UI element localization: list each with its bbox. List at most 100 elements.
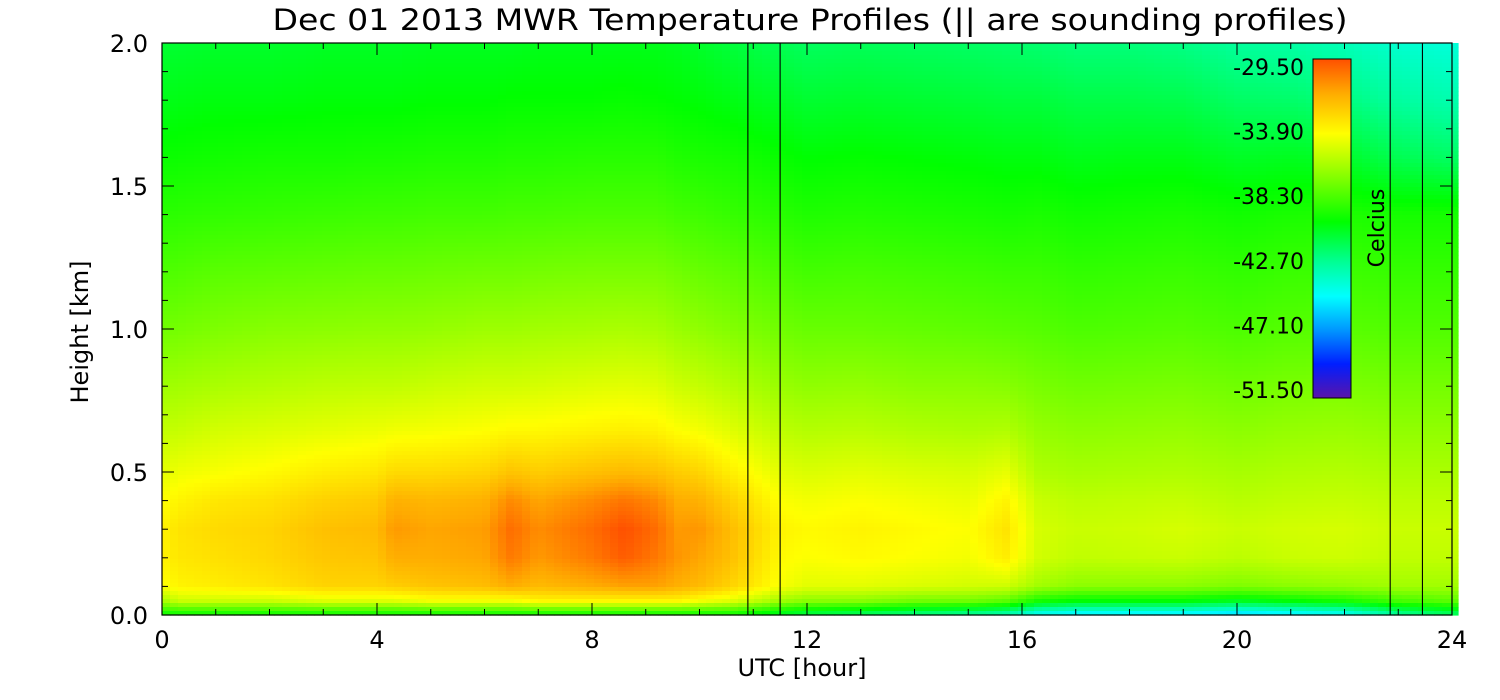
heatmap-cell <box>1258 75 1267 80</box>
heatmap-cell <box>746 83 755 88</box>
heatmap-cell <box>858 75 867 80</box>
heatmap-cell <box>346 163 355 168</box>
heatmap-cell <box>514 51 523 56</box>
heatmap-cell <box>338 151 347 156</box>
heatmap-cell <box>746 139 755 144</box>
heatmap-cell <box>258 159 267 164</box>
heatmap-cell <box>330 95 339 100</box>
heatmap-cell <box>1146 63 1155 68</box>
heatmap-cell <box>562 91 571 96</box>
heatmap-cell <box>922 75 931 80</box>
heatmap-cell <box>354 151 363 156</box>
heatmap-cell <box>1290 67 1299 72</box>
heatmap-cell <box>738 119 747 124</box>
heatmap-cell <box>354 155 363 160</box>
heatmap-cell <box>418 163 427 168</box>
heatmap-cell <box>690 163 699 168</box>
heatmap-cell <box>242 143 251 148</box>
heatmap-cell <box>1266 143 1275 148</box>
heatmap-cell <box>402 107 411 112</box>
heatmap-cell <box>458 79 467 84</box>
heatmap-cell <box>858 147 867 152</box>
heatmap-cell <box>1426 59 1435 64</box>
heatmap-cell <box>882 95 891 100</box>
heatmap-cell <box>722 91 731 96</box>
heatmap-cell <box>1082 47 1091 52</box>
heatmap-cell <box>1402 103 1411 108</box>
heatmap-cell <box>842 107 851 112</box>
heatmap-cell <box>626 91 635 96</box>
heatmap-cell <box>490 159 499 164</box>
heatmap-cell <box>1058 67 1067 72</box>
heatmap-cell <box>426 63 435 68</box>
heatmap-cell <box>1426 151 1435 156</box>
heatmap-cell <box>1442 111 1451 116</box>
heatmap-cell <box>474 95 483 100</box>
heatmap-cell <box>602 91 611 96</box>
heatmap-cell <box>674 95 683 100</box>
heatmap-cell <box>714 87 723 92</box>
heatmap-cell <box>786 115 795 120</box>
heatmap-cell <box>282 83 291 88</box>
heatmap-cell <box>1290 59 1299 64</box>
heatmap-cell <box>786 143 795 148</box>
heatmap-cell <box>1362 87 1371 92</box>
heatmap-cell <box>346 115 355 120</box>
heatmap-cell <box>538 143 547 148</box>
heatmap-cell <box>578 67 587 72</box>
heatmap-cell <box>1362 139 1371 144</box>
heatmap-cell <box>666 111 675 116</box>
heatmap-cell <box>1282 139 1291 144</box>
heatmap-cell <box>226 155 235 160</box>
heatmap-cell <box>354 87 363 92</box>
heatmap-cell <box>666 55 675 60</box>
heatmap-cell <box>282 159 291 164</box>
heatmap-cell <box>1234 127 1243 132</box>
heatmap-cell <box>1394 123 1403 128</box>
heatmap-cell <box>810 95 819 100</box>
heatmap-cell <box>482 127 491 132</box>
heatmap-cell <box>1090 63 1099 68</box>
heatmap-cell <box>1290 119 1299 124</box>
heatmap-cell <box>394 83 403 88</box>
heatmap-cell <box>786 79 795 84</box>
heatmap-cell <box>1018 131 1027 136</box>
heatmap-cell <box>282 63 291 68</box>
heatmap-cell <box>1074 87 1083 92</box>
heatmap-cell <box>810 115 819 120</box>
heatmap-cell <box>410 115 419 120</box>
heatmap-cell <box>266 103 275 108</box>
heatmap-cell <box>1258 71 1267 76</box>
heatmap-cell <box>1138 135 1147 140</box>
heatmap-cell <box>1066 103 1075 108</box>
heatmap-cell <box>1282 95 1291 100</box>
heatmap-cell <box>522 55 531 60</box>
heatmap-cell <box>546 151 555 156</box>
heatmap-cell <box>530 63 539 68</box>
heatmap-cell <box>906 111 915 116</box>
heatmap-cell <box>842 103 851 108</box>
heatmap-cell <box>586 147 595 152</box>
heatmap-cell <box>1186 111 1195 116</box>
heatmap-cell <box>378 163 387 168</box>
heatmap-cell <box>1106 75 1115 80</box>
heatmap-cell <box>1226 59 1235 64</box>
heatmap-cell <box>1042 131 1051 136</box>
heatmap-cell <box>1114 91 1123 96</box>
heatmap-cell <box>1298 111 1307 116</box>
heatmap-cell <box>1082 127 1091 132</box>
heatmap-cell <box>938 79 947 84</box>
heatmap-cell <box>1194 159 1203 164</box>
heatmap-cell <box>954 63 963 68</box>
heatmap-cell <box>642 119 651 124</box>
heatmap-cell <box>746 87 755 92</box>
heatmap-cell <box>186 123 195 128</box>
heatmap-cell <box>986 111 995 116</box>
heatmap-cell <box>682 95 691 100</box>
heatmap-cell <box>226 63 235 68</box>
heatmap-cell <box>314 163 323 168</box>
heatmap-cell <box>314 75 323 80</box>
heatmap-cell <box>290 63 299 68</box>
heatmap-cell <box>202 135 211 140</box>
heatmap-cell <box>306 147 315 152</box>
